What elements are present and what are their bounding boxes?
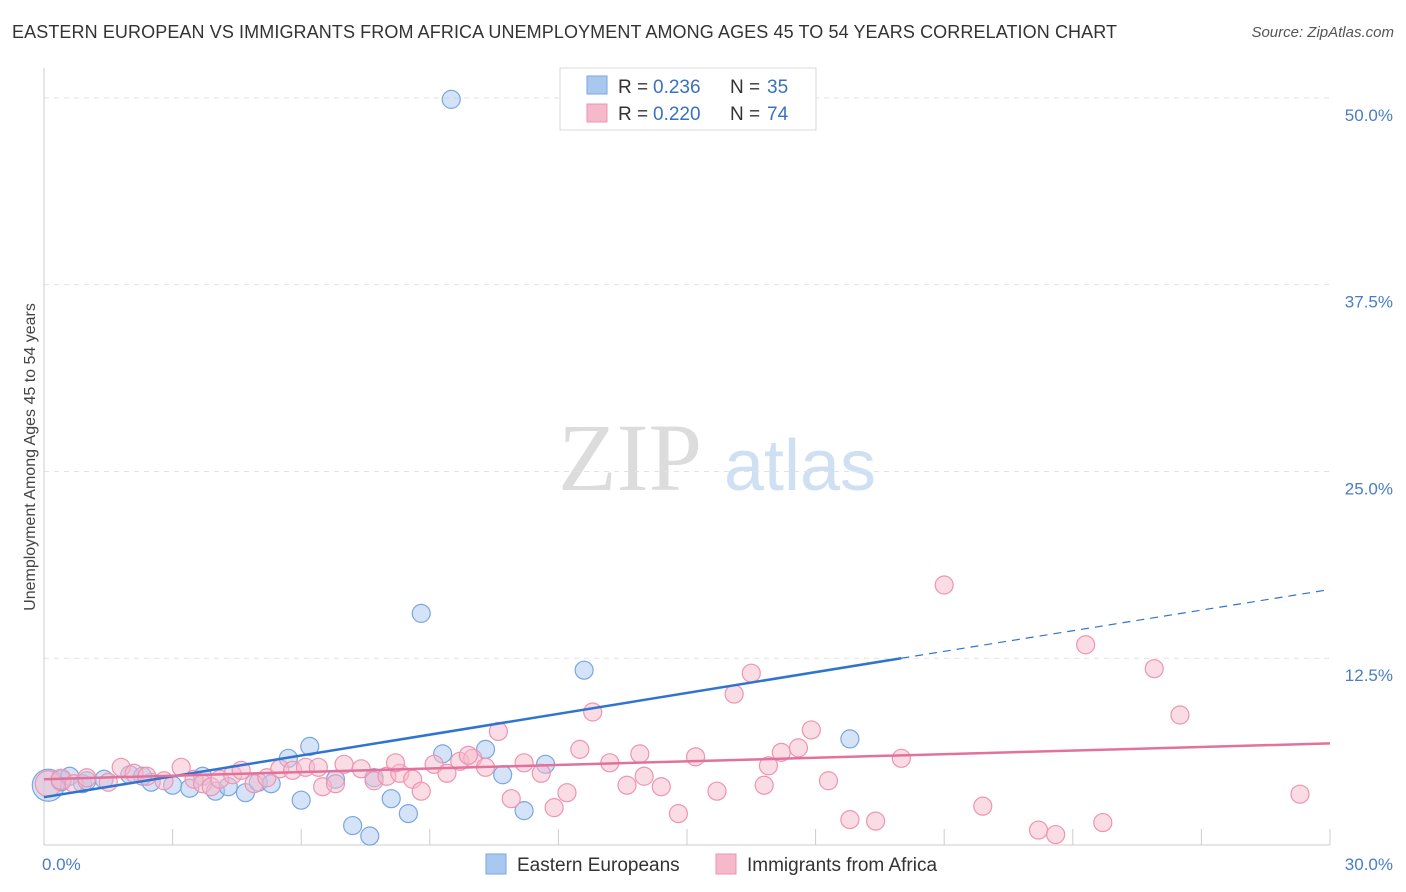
legend-swatch-immigrants-africa xyxy=(586,103,608,123)
series-1-point-50 xyxy=(724,684,744,704)
series-1-point-46 xyxy=(651,777,671,797)
series-0-point-29 xyxy=(514,801,534,821)
series-1-point-24 xyxy=(351,759,371,779)
series-1-point-58 xyxy=(866,811,886,831)
series-0-point-28 xyxy=(493,765,513,785)
legend-n-value-0: 35 xyxy=(767,77,788,98)
series-1-point-52 xyxy=(754,775,774,795)
legend-r-label-1: R = xyxy=(618,104,648,125)
series-1-point-22 xyxy=(325,774,346,794)
bottom-legend-label-africa: Immigrants from Africa xyxy=(747,855,937,876)
y-tick-label-3: 50.0% xyxy=(1345,106,1393,125)
stats-legend: R = 0.236 N = 35 R = 0.220 N = 74 xyxy=(559,67,817,131)
x-tick-labels: 0.0% 30.0% xyxy=(42,855,1393,874)
legend-n-label-0: N = xyxy=(730,77,760,98)
series-1-point-36 xyxy=(501,789,521,809)
series-1-point-69 xyxy=(758,756,779,776)
grid-lines xyxy=(44,97,1330,659)
legend-r-value-1: 0.220 xyxy=(653,104,701,125)
series-0-point-32 xyxy=(840,729,860,749)
series-1-point-59 xyxy=(891,748,911,768)
y-tick-label-2: 37.5% xyxy=(1345,293,1393,312)
legend-r-label-0: R = xyxy=(618,77,648,98)
bottom-legend-label-eastern: Eastern Europeans xyxy=(517,855,680,876)
series-1-point-42 xyxy=(583,702,603,722)
series-1-point-8 xyxy=(154,771,174,791)
series-1-point-45 xyxy=(634,766,654,786)
series-1-point-71 xyxy=(630,744,650,764)
series-1-point-62 xyxy=(1028,820,1049,840)
watermark-atlas: atlas xyxy=(724,426,876,506)
watermark-zip: ZIP xyxy=(558,404,702,511)
series-0-point-16 xyxy=(291,790,311,810)
series-1-point-63 xyxy=(1046,824,1066,845)
series-0-point-26 xyxy=(441,89,461,109)
series-0-point-23 xyxy=(398,804,418,824)
series-1-point-29 xyxy=(411,781,431,801)
series-1-point-44 xyxy=(617,775,637,795)
y-tick-label-1: 25.0% xyxy=(1345,479,1393,498)
series-1-point-48 xyxy=(685,747,706,767)
series-legend: Eastern Europeans Immigrants from Africa xyxy=(485,853,937,876)
series-1-point-51 xyxy=(741,663,761,683)
x-tick-min: 0.0% xyxy=(42,855,81,874)
series-1-point-55 xyxy=(801,720,821,740)
series-1-point-67 xyxy=(1170,705,1190,725)
watermark: ZIP atlas xyxy=(558,404,876,511)
series-0-point-31 xyxy=(574,660,594,680)
bottom-legend-swatch-africa xyxy=(715,853,737,875)
series-1-point-41 xyxy=(570,739,590,759)
chart-source: Source: ZipAtlas.com xyxy=(1251,24,1394,41)
y-axis-label: Unemployment Among Ages 45 to 54 years xyxy=(22,303,39,611)
legend-n-value-1: 74 xyxy=(767,104,789,125)
series-0-point-19 xyxy=(343,815,363,836)
series-1-point-64 xyxy=(1076,635,1096,655)
trend-lines xyxy=(43,588,1331,799)
legend-r-value-0: 0.236 xyxy=(653,77,701,98)
series-1-point-70 xyxy=(458,745,478,765)
series-1-point-47 xyxy=(668,804,689,824)
series-1-point-61 xyxy=(973,796,993,816)
y-tick-labels: 12.5% 25.0% 37.5% 50.0% xyxy=(1345,106,1393,685)
y-tick-label-0: 12.5% xyxy=(1345,666,1393,685)
chart-title: EASTERN EUROPEAN VS IMMIGRANTS FROM AFRI… xyxy=(12,22,1118,42)
series-0-point-17 xyxy=(300,736,320,756)
series-1-point-60 xyxy=(934,575,954,595)
series-1-point-49 xyxy=(707,781,727,801)
series-0-point-24 xyxy=(411,603,431,623)
trendline-0-extension xyxy=(901,588,1331,659)
series-1-point-56 xyxy=(818,771,839,791)
series-1-point-54 xyxy=(788,738,809,758)
series-1-point-57 xyxy=(840,809,860,830)
axes xyxy=(43,68,1331,846)
trendline-1 xyxy=(43,742,1331,781)
series-1-point-40 xyxy=(557,783,577,803)
series-1-point-73 xyxy=(385,753,406,773)
legend-n-label-1: N = xyxy=(730,104,760,125)
series-1-point-38 xyxy=(531,763,551,783)
x-tick-max: 30.0% xyxy=(1345,855,1393,874)
legend-swatch-eastern-europeans xyxy=(586,75,608,95)
series-0-point-20 xyxy=(360,826,380,846)
series-1-point-66 xyxy=(1144,659,1164,679)
series-1-point-37 xyxy=(514,753,534,773)
series-1-point-39 xyxy=(544,798,564,818)
series-0-point-22 xyxy=(381,789,401,809)
series-1-point-72 xyxy=(308,757,328,777)
series-1-point-68 xyxy=(1290,784,1310,804)
series-1-point-65 xyxy=(1093,812,1113,833)
bottom-legend-swatch-eastern xyxy=(485,853,507,875)
series-1-points xyxy=(34,575,1310,845)
